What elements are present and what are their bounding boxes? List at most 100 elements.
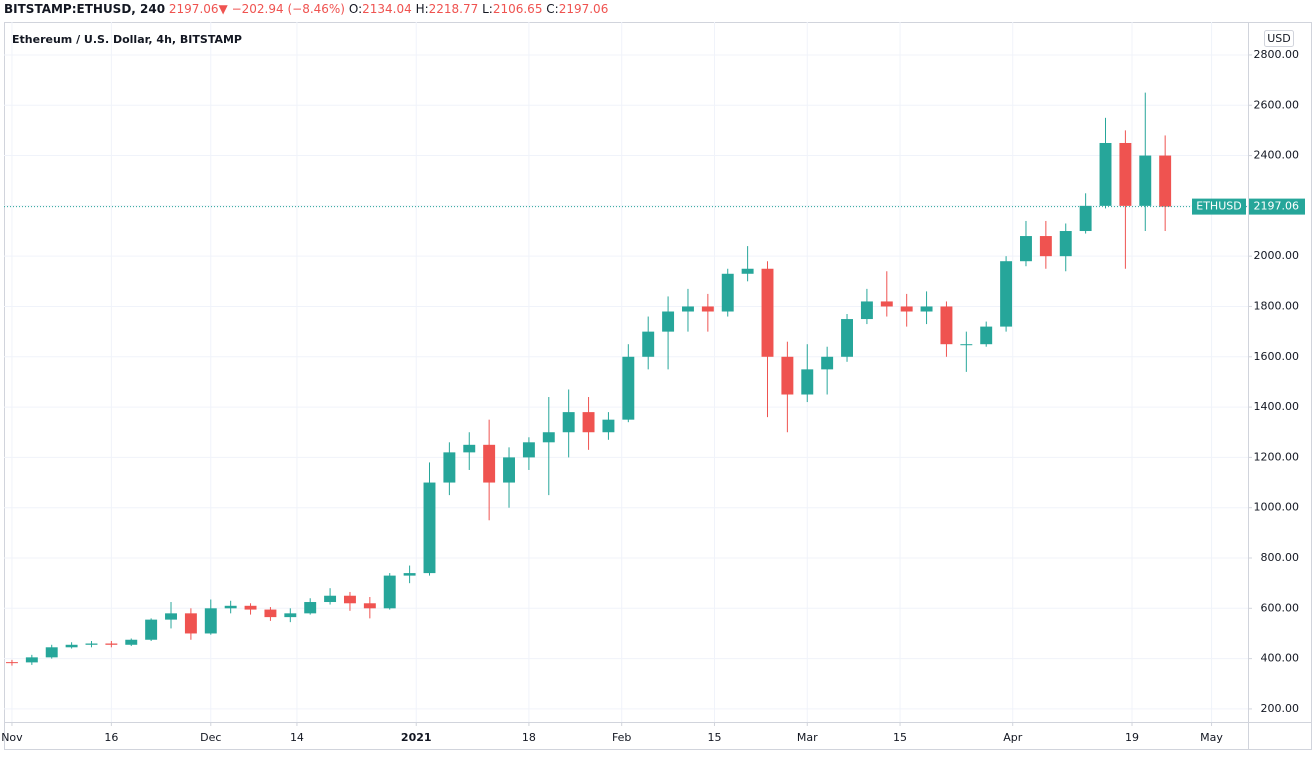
candle-body <box>642 331 655 357</box>
candle-body <box>85 643 98 645</box>
price-line-name-box <box>1192 198 1246 215</box>
candle-body <box>403 573 416 576</box>
y-tick-label: 2800.00 <box>1254 48 1300 61</box>
candle-body <box>522 442 535 458</box>
candle-body <box>841 319 853 357</box>
candle-body <box>423 482 436 574</box>
candle-body <box>165 613 177 620</box>
candle-body <box>1079 205 1092 232</box>
candle-body <box>562 412 575 433</box>
candle-body <box>1159 155 1172 207</box>
candle-body <box>5 662 18 664</box>
candle-body <box>65 644 78 648</box>
grid <box>4 22 1248 722</box>
x-tick-label: 14 <box>290 731 304 744</box>
candle-body <box>900 306 913 312</box>
x-tick-label: 16 <box>104 731 118 744</box>
candle-body <box>940 306 953 345</box>
currency: USD <box>1267 32 1291 45</box>
candle-body <box>363 603 376 609</box>
high: 2218.77 <box>428 2 479 16</box>
candle-body <box>25 657 38 663</box>
candle-body <box>264 609 277 618</box>
y-tick-label: 1400.00 <box>1254 400 1300 413</box>
candle-body <box>821 356 834 370</box>
open: 2134.04 <box>362 2 412 16</box>
candle-body <box>920 306 933 312</box>
close-label: C: <box>546 2 559 16</box>
x-tick-label: Nov <box>1 731 23 744</box>
candle-body <box>682 306 694 312</box>
header: BITSTAMP:ETHUSD, 240 2197.06▼ −202.94 (−… <box>4 2 608 16</box>
candle-body <box>980 326 993 345</box>
candle-body <box>463 444 476 453</box>
candle-body <box>622 356 635 420</box>
candle-body <box>184 613 197 634</box>
candle-body <box>741 268 754 274</box>
candle-body <box>721 273 734 312</box>
y-tick-label: 2000.00 <box>1254 249 1300 262</box>
candle-body <box>1020 236 1032 262</box>
y-tick-label: 1600.00 <box>1254 350 1300 363</box>
candle-body <box>224 605 237 609</box>
low-label: L: <box>482 2 493 16</box>
low: 2106.65 <box>492 2 543 16</box>
y-tick-label: 600.00 <box>1261 601 1300 614</box>
candle-body <box>602 419 615 433</box>
candle-body <box>343 595 356 604</box>
x-tick-label: Apr <box>1003 731 1023 744</box>
candle-body <box>125 639 138 645</box>
candle-body <box>145 619 158 640</box>
y-tick-label: 200.00 <box>1261 702 1300 715</box>
price-label: 2197.06 <box>1254 200 1300 213</box>
price-label-box <box>1249 198 1305 215</box>
symbol: BITSTAMP:ETHUSD, 240 <box>4 2 166 16</box>
candle-body <box>324 595 337 603</box>
change: −202.94 (−8.46%) <box>231 2 345 16</box>
candle-body <box>1099 142 1112 206</box>
open-label: O: <box>348 2 363 16</box>
x-tick-label: May <box>1200 731 1223 744</box>
candle-body <box>284 613 297 618</box>
candle-body <box>204 608 217 634</box>
price-line-name: ETHUSD <box>1196 200 1241 213</box>
candle-body <box>503 457 515 483</box>
candle-body <box>960 344 973 346</box>
y-tick-label: 2600.00 <box>1254 98 1300 111</box>
change-arrow: ▼ <box>218 2 228 16</box>
last-price: 2197.06 <box>168 2 219 16</box>
chart-frame <box>4 22 1312 750</box>
candle-body <box>443 452 456 483</box>
candle-body <box>1119 142 1132 206</box>
candle-body <box>483 444 496 483</box>
candle-body <box>781 356 794 395</box>
candle-body <box>105 643 118 645</box>
x-tick-label: Mar <box>797 731 818 744</box>
x-tick-label: 2021 <box>401 731 432 744</box>
y-tick-label: 2400.00 <box>1254 149 1300 162</box>
candle-body <box>304 602 317 614</box>
candle-body <box>801 369 814 395</box>
x-tick-label: 18 <box>522 731 536 744</box>
y-tick-label: 400.00 <box>1261 652 1300 665</box>
candle-body <box>1139 155 1152 206</box>
plot <box>5 92 1172 666</box>
candle-body <box>701 306 714 312</box>
currency-box[interactable] <box>1264 30 1294 47</box>
chart-title: Ethereum / U.S. Dollar, 4h, BITSTAMP <box>12 33 242 46</box>
close: 2197.06 <box>558 2 609 16</box>
candle-body <box>860 301 873 320</box>
candle-body <box>662 311 675 332</box>
candle-body <box>582 412 595 433</box>
candle-body <box>542 432 555 443</box>
candle-body <box>761 268 774 357</box>
x-tick-label: 15 <box>893 731 907 744</box>
candle-body <box>383 575 396 609</box>
y-tick-label: 1000.00 <box>1254 501 1300 514</box>
x-tick-label: 15 <box>707 731 721 744</box>
y-tick-label: 1200.00 <box>1254 450 1300 463</box>
x-tick-label: Feb <box>612 731 631 744</box>
candle-body <box>244 605 257 610</box>
